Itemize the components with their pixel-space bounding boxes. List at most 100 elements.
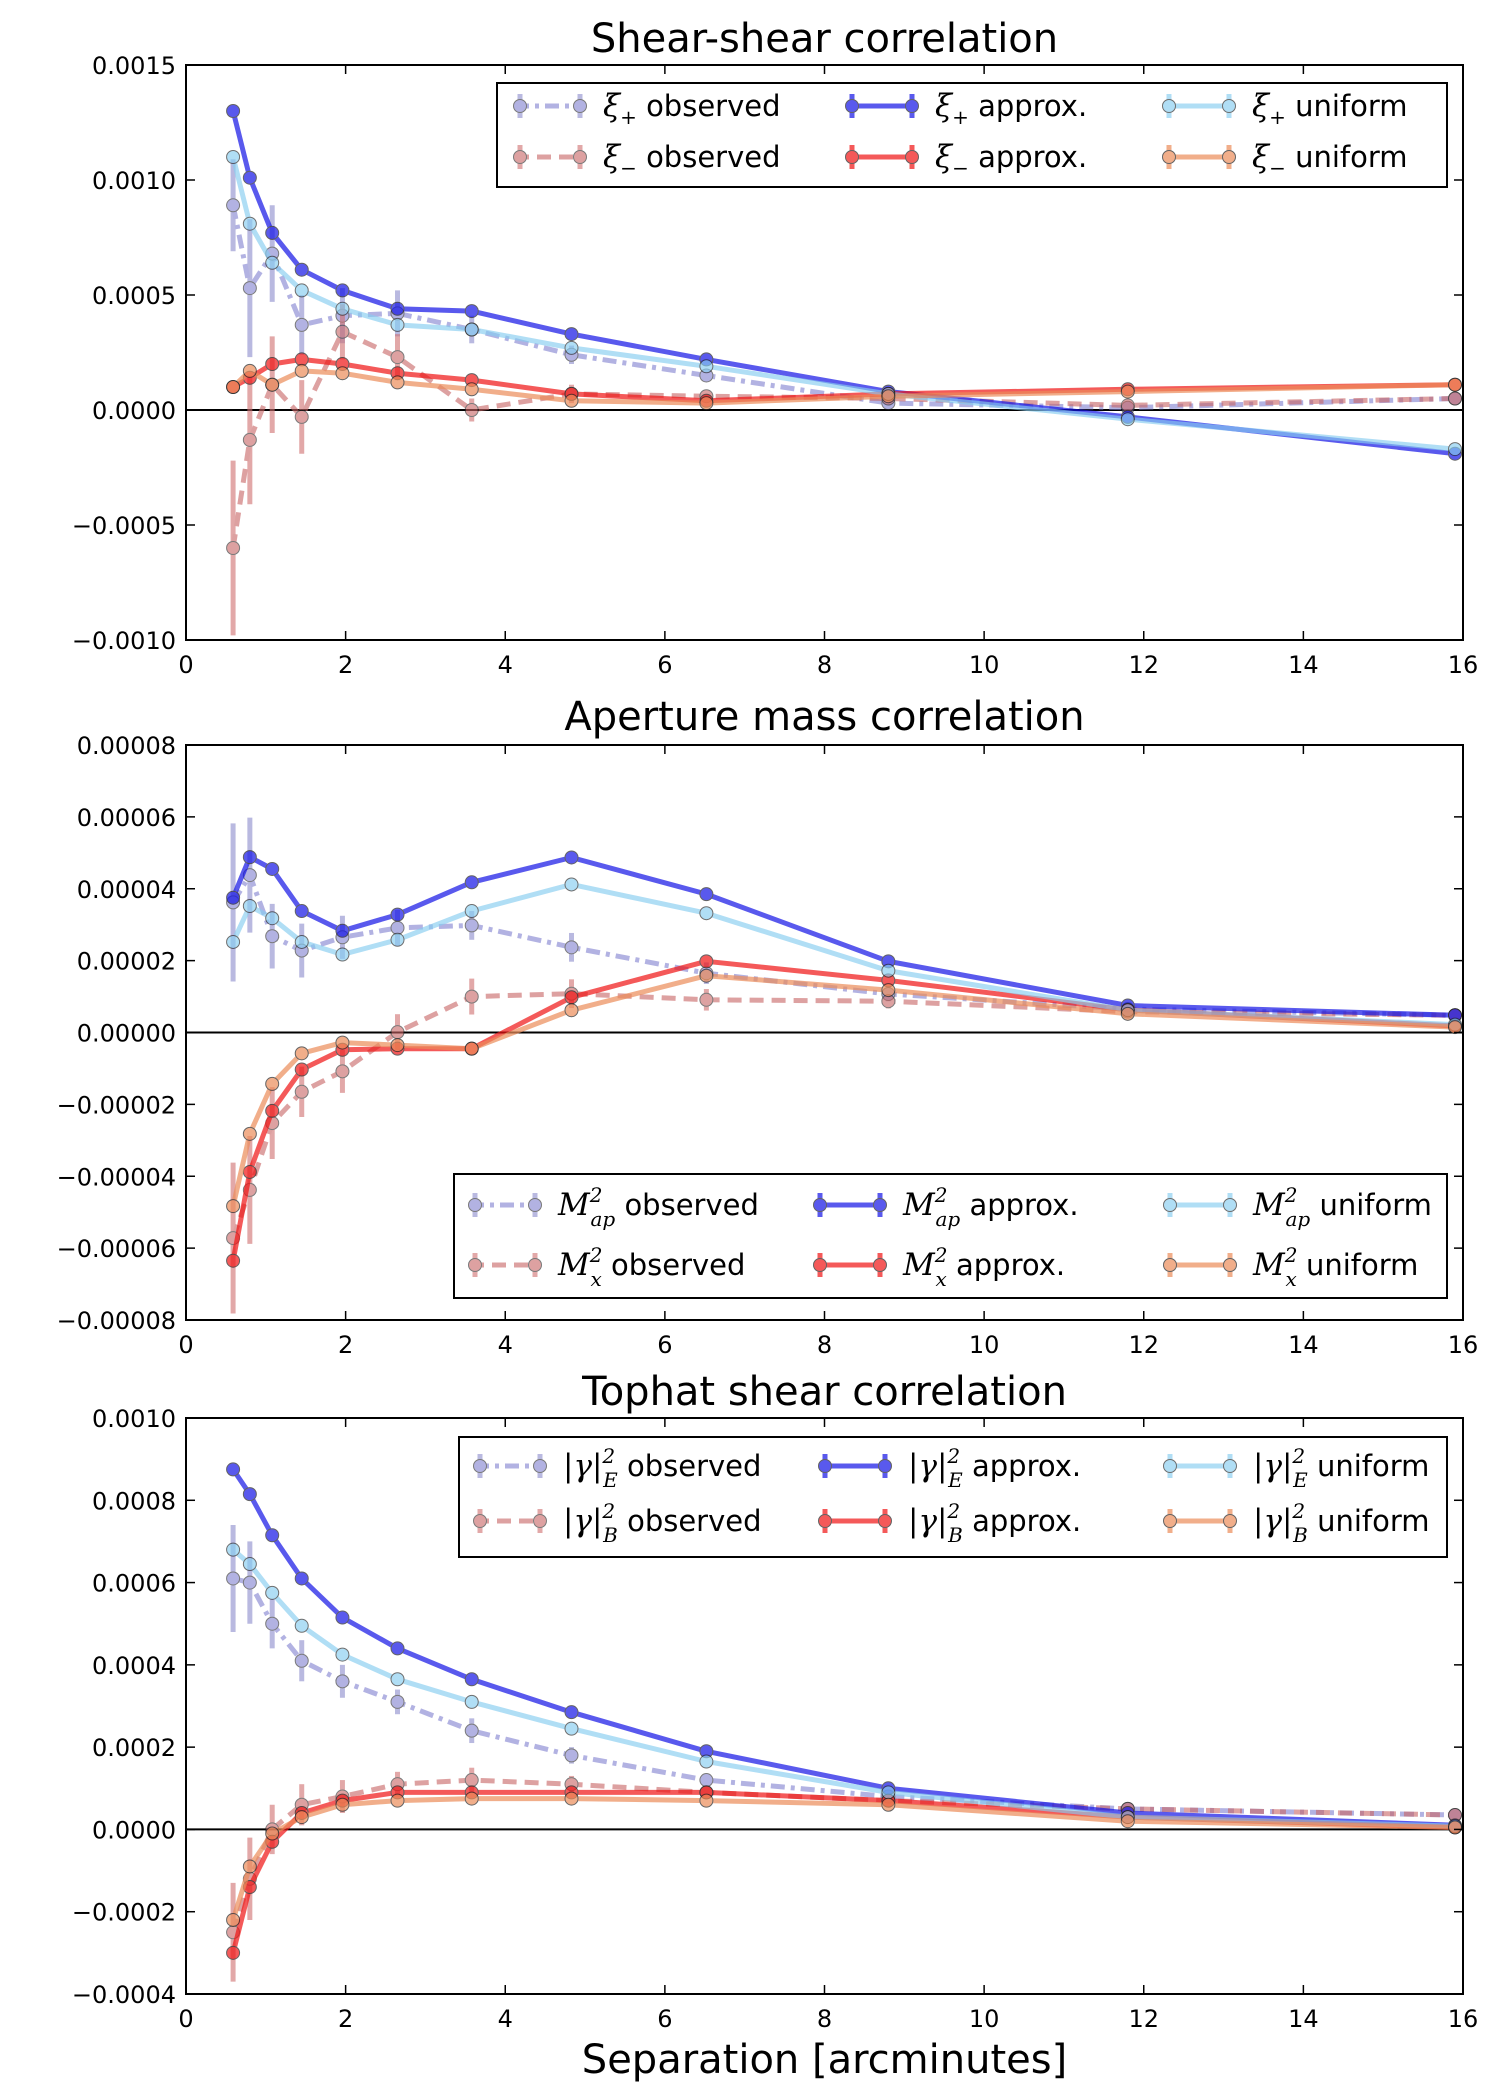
x-tick-label: 4 <box>498 651 513 679</box>
legend-point <box>1163 1514 1177 1528</box>
data-point <box>699 968 714 983</box>
legend-point <box>813 1198 827 1212</box>
legend-point <box>845 150 859 164</box>
data-point <box>464 875 479 890</box>
x-tick-label: 2 <box>338 1331 353 1359</box>
data-point <box>242 1557 257 1572</box>
data-point <box>294 317 309 332</box>
legend-marker <box>513 145 587 169</box>
data-point <box>226 1542 241 1557</box>
data-point <box>265 357 280 371</box>
data-point <box>335 923 350 938</box>
x-tick-label: 0 <box>178 2005 193 2033</box>
y-tick-label: 0.0015 <box>92 52 176 80</box>
data-point <box>1448 377 1463 392</box>
series-observed-1 <box>226 817 1463 1023</box>
data-point <box>265 255 280 270</box>
legend-point <box>573 99 587 113</box>
data-point <box>226 1945 241 1960</box>
data-point <box>699 396 714 411</box>
series-line <box>230 1789 1456 1954</box>
x-tick-label: 12 <box>1128 651 1159 679</box>
series-line <box>231 356 1456 404</box>
data-point <box>699 954 714 969</box>
y-tick-label: 0.0000 <box>92 397 176 425</box>
legend-marker <box>513 94 587 118</box>
data-point <box>242 1487 257 1502</box>
legend-entry: M2 x uniform <box>1163 1243 1418 1291</box>
legend-point <box>905 99 919 113</box>
data-point <box>294 1810 309 1825</box>
data-point <box>226 890 241 905</box>
legend-point <box>1163 1198 1177 1212</box>
legend-entry: ξ− observed <box>513 139 781 180</box>
x-tick-label: 2 <box>338 2005 353 2033</box>
data-point <box>226 934 241 949</box>
data-point <box>294 283 309 298</box>
panel-2: Aperture mass correlation 0 2 4 6 8 10 12 14 16 −0… <box>57 694 1479 1359</box>
legend-point <box>813 1258 827 1272</box>
legend-point <box>468 1198 482 1212</box>
y-tick-label: −0.00006 <box>57 1235 176 1263</box>
data-point <box>390 1038 405 1053</box>
data-point <box>464 1694 479 1709</box>
x-tick-label: 2 <box>338 651 353 679</box>
legend-point <box>873 1198 887 1212</box>
data-point <box>1448 391 1463 406</box>
legend-marker <box>1163 1253 1237 1277</box>
legend-entry: ξ− approx. <box>845 139 1087 180</box>
data-point <box>390 932 405 947</box>
data-point <box>390 1025 405 1040</box>
y-tick-label: 0.0008 <box>92 1487 176 1515</box>
legend: M2 ap observed M2 x observed M2 ap approx. M2 x… <box>453 1173 1448 1299</box>
legend-point <box>1163 1258 1177 1272</box>
data-point <box>464 1773 479 1788</box>
data-point <box>699 359 714 374</box>
data-point <box>699 992 714 1007</box>
data-point <box>335 1797 350 1812</box>
data-point <box>335 301 350 316</box>
data-point <box>226 541 241 555</box>
legend: ξ+ observed ξ− observed ξ+ approx. ξ− appro… <box>496 82 1448 188</box>
data-point <box>226 150 241 164</box>
legend-box <box>496 82 1448 188</box>
legend-point <box>878 1459 892 1473</box>
data-point <box>464 403 479 417</box>
data-point <box>390 1672 405 1687</box>
data-point <box>390 317 405 332</box>
data-point <box>265 225 280 240</box>
legend-marker <box>1163 1509 1237 1533</box>
panel-title: Tophat shear correlation <box>581 1369 1067 1415</box>
legend-label: ξ+ uniform <box>1252 88 1408 129</box>
data-point <box>699 1793 714 1808</box>
legend-point <box>1163 1459 1177 1473</box>
data-point <box>390 920 405 935</box>
legend-entry: M2 x approx. <box>813 1243 1065 1291</box>
legend-label: M2 x approx. <box>902 1243 1065 1291</box>
legend-point <box>513 99 527 113</box>
data-point <box>390 301 405 316</box>
data-point <box>242 850 257 865</box>
data-point <box>294 1084 309 1099</box>
legend-label: |γ|2 B approx. <box>908 1499 1081 1547</box>
legend: |γ|2 E observed |γ|2 B observed |γ|2 E approx… <box>458 1436 1448 1558</box>
data-point <box>265 911 280 926</box>
data-point <box>265 929 280 944</box>
legend-point <box>873 1258 887 1272</box>
x-axis-label: Separation [arcminutes] <box>582 2037 1067 2083</box>
legend-label: M2 x uniform <box>1252 1243 1418 1291</box>
data-point <box>335 1610 350 1625</box>
y-tick-label: 0.0006 <box>92 1570 176 1598</box>
series-uniform-5 <box>226 150 1463 457</box>
y-tick-label: −0.0004 <box>72 1981 176 2009</box>
data-point <box>226 1571 241 1586</box>
legend-marker <box>1163 1193 1237 1217</box>
data-point <box>464 382 479 397</box>
data-point <box>226 104 241 118</box>
legend-entry: |γ|2 E observed <box>473 1444 761 1492</box>
data-point <box>699 906 714 921</box>
panel-3: Tophat shear correlation 0 2 4 6 8 10 12 14 16 −0.… <box>72 1369 1478 2033</box>
data-point <box>464 1041 479 1056</box>
data-point <box>1120 384 1135 399</box>
